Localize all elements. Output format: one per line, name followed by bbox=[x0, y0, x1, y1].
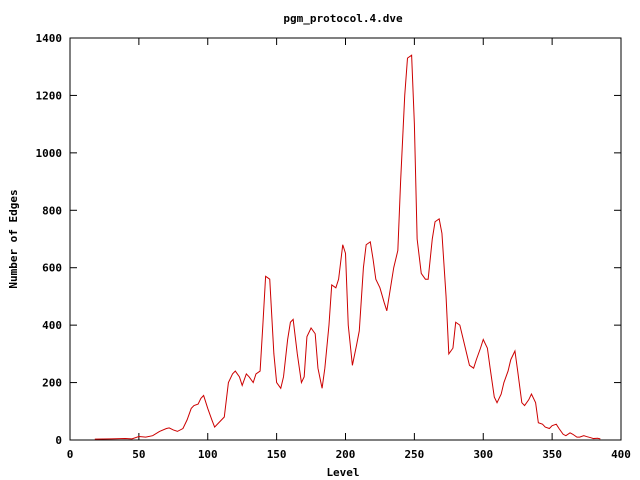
x-tick-label: 100 bbox=[198, 448, 218, 461]
x-tick-label: 400 bbox=[611, 448, 631, 461]
y-tick-label: 200 bbox=[42, 377, 62, 390]
x-tick-label: 150 bbox=[267, 448, 287, 461]
x-axis-label: Level bbox=[326, 466, 359, 479]
x-tick-label: 350 bbox=[542, 448, 562, 461]
y-tick-label: 0 bbox=[55, 434, 62, 447]
x-tick-label: 0 bbox=[67, 448, 74, 461]
series-line bbox=[94, 54, 601, 440]
plot-area-frame bbox=[69, 37, 622, 441]
y-tick-label: 400 bbox=[42, 319, 62, 332]
x-tick-label: 50 bbox=[132, 448, 145, 461]
y-tick-label: 1000 bbox=[36, 147, 63, 160]
x-axis: 0 50 100 150 200 250 300 350 400 bbox=[67, 38, 631, 461]
x-tick-label: 200 bbox=[336, 448, 356, 461]
y-tick-label: 1400 bbox=[36, 32, 63, 45]
y-axis: 0 200 400 600 800 1000 1200 1400 bbox=[36, 32, 621, 447]
y-tick-label: 800 bbox=[42, 204, 62, 217]
y-axis-label: Number of Edges bbox=[7, 189, 20, 288]
chart-title: pgm_protocol.4.dve bbox=[283, 12, 403, 25]
x-tick-label: 300 bbox=[473, 448, 493, 461]
x-tick-label: 250 bbox=[404, 448, 424, 461]
y-tick-label: 600 bbox=[42, 262, 62, 275]
y-tick-label: 1200 bbox=[36, 89, 63, 102]
